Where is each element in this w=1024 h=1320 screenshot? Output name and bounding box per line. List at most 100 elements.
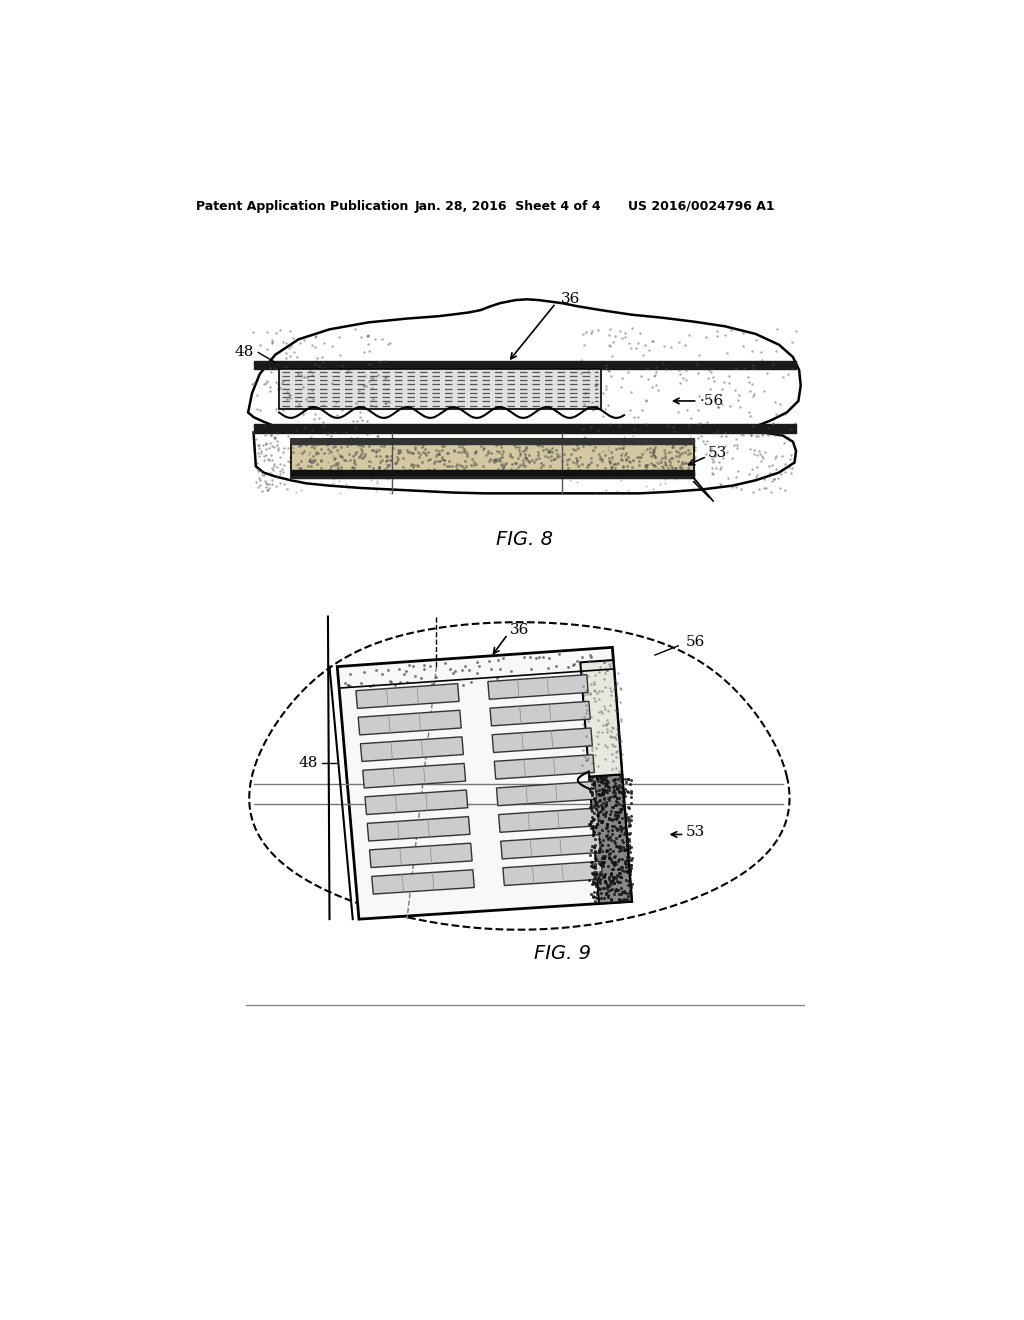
- Point: [745, 358, 762, 379]
- Point: [293, 458, 309, 479]
- Point: [596, 767, 612, 788]
- Point: [728, 428, 744, 449]
- Point: [573, 362, 590, 383]
- Point: [718, 425, 734, 446]
- Point: [620, 796, 636, 817]
- Point: [328, 447, 344, 469]
- Point: [601, 360, 617, 381]
- Point: [678, 453, 694, 474]
- Point: [331, 471, 347, 492]
- Point: [757, 441, 773, 462]
- Point: [617, 442, 634, 463]
- Point: [323, 455, 339, 477]
- Point: [646, 454, 663, 475]
- Point: [602, 842, 618, 863]
- Point: [598, 774, 614, 795]
- Point: [436, 453, 453, 474]
- Point: [776, 404, 793, 425]
- Point: [362, 367, 379, 388]
- Point: [637, 459, 653, 480]
- Point: [735, 358, 752, 379]
- Point: [604, 858, 621, 879]
- Point: [599, 781, 615, 803]
- Point: [552, 432, 568, 453]
- Point: [353, 444, 370, 465]
- Point: [281, 384, 297, 405]
- Point: [608, 808, 625, 829]
- Point: [590, 805, 606, 826]
- Point: [596, 867, 612, 888]
- Point: [603, 652, 620, 673]
- Point: [517, 447, 534, 469]
- Point: [712, 459, 728, 480]
- Point: [589, 882, 605, 903]
- Point: [596, 788, 612, 809]
- Point: [592, 832, 608, 853]
- Point: [506, 434, 522, 455]
- Point: [716, 372, 732, 393]
- Point: [646, 438, 663, 459]
- Point: [420, 450, 436, 471]
- Point: [687, 436, 703, 457]
- Point: [683, 408, 699, 429]
- Point: [592, 767, 608, 788]
- Point: [602, 838, 618, 859]
- Point: [595, 770, 611, 791]
- Point: [325, 441, 341, 462]
- Point: [769, 318, 785, 339]
- Point: [314, 346, 331, 367]
- Point: [606, 465, 623, 486]
- Polygon shape: [360, 737, 464, 762]
- Point: [614, 455, 631, 477]
- Point: [632, 323, 648, 345]
- Point: [454, 433, 470, 454]
- Point: [278, 342, 294, 363]
- Point: [295, 400, 311, 421]
- Point: [638, 391, 654, 412]
- Point: [689, 413, 706, 434]
- Point: [453, 442, 469, 463]
- Point: [266, 455, 283, 477]
- Point: [597, 776, 613, 797]
- Point: [489, 441, 506, 462]
- Point: [307, 354, 324, 375]
- Point: [605, 453, 622, 474]
- Point: [592, 878, 608, 899]
- Point: [633, 366, 649, 387]
- Point: [626, 450, 642, 471]
- Point: [251, 445, 267, 466]
- Point: [622, 814, 638, 836]
- Point: [367, 441, 383, 462]
- Polygon shape: [358, 710, 461, 735]
- Point: [529, 434, 546, 455]
- Point: [621, 870, 637, 891]
- Point: [302, 465, 318, 486]
- Point: [368, 446, 384, 467]
- Point: [608, 795, 625, 816]
- Point: [587, 834, 603, 855]
- Point: [263, 333, 280, 354]
- Point: [593, 767, 609, 788]
- Point: [300, 455, 316, 477]
- Point: [626, 407, 642, 428]
- Point: [588, 792, 604, 813]
- Point: [588, 799, 604, 820]
- Point: [595, 851, 611, 873]
- Point: [349, 426, 366, 447]
- Point: [245, 422, 261, 444]
- Point: [569, 455, 586, 477]
- Point: [325, 446, 341, 467]
- Point: [591, 841, 607, 862]
- Point: [633, 446, 649, 467]
- Point: [604, 734, 621, 755]
- Point: [383, 672, 399, 693]
- Point: [604, 878, 621, 899]
- Point: [359, 326, 376, 347]
- Point: [339, 360, 355, 381]
- Point: [621, 863, 637, 884]
- Point: [307, 441, 324, 462]
- Point: [640, 339, 656, 360]
- Point: [301, 463, 317, 484]
- Point: [591, 871, 607, 892]
- Point: [735, 335, 752, 356]
